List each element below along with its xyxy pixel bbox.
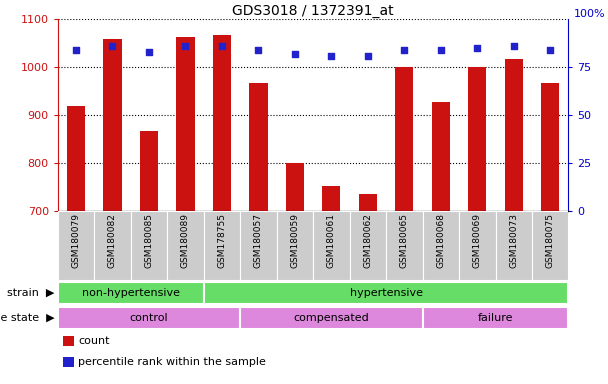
Bar	[386, 211, 423, 280]
Point	[217, 43, 227, 49]
Bar	[423, 306, 568, 329]
Bar	[67, 106, 85, 211]
Text: GSM180079: GSM180079	[72, 213, 80, 268]
Bar	[496, 211, 532, 280]
Bar	[131, 211, 167, 280]
Text: GSM180073: GSM180073	[510, 213, 518, 268]
Text: GSM180075: GSM180075	[546, 213, 554, 268]
Bar	[140, 131, 158, 211]
Point	[108, 43, 117, 49]
Text: 100%: 100%	[573, 9, 605, 19]
Text: GSM180059: GSM180059	[291, 213, 299, 268]
Bar	[58, 281, 204, 304]
Text: GSM180057: GSM180057	[254, 213, 263, 268]
Bar	[58, 306, 240, 329]
Point	[181, 43, 190, 49]
Bar	[63, 357, 74, 367]
Bar	[468, 67, 486, 211]
Bar	[432, 102, 450, 211]
Point	[363, 53, 373, 59]
Point	[436, 47, 446, 53]
Text: GSM178755: GSM178755	[218, 213, 226, 268]
Text: hypertensive: hypertensive	[350, 288, 423, 298]
Bar	[286, 163, 304, 211]
Point	[509, 43, 519, 49]
Bar	[176, 37, 195, 211]
Point	[290, 51, 300, 57]
Bar	[240, 211, 277, 280]
Text: count: count	[78, 336, 109, 346]
Bar	[459, 211, 496, 280]
Bar	[313, 211, 350, 280]
Bar	[359, 194, 377, 211]
Text: strain  ▶: strain ▶	[7, 288, 55, 298]
Bar	[94, 211, 131, 280]
Text: GSM180082: GSM180082	[108, 213, 117, 268]
Text: disease state  ▶: disease state ▶	[0, 313, 55, 323]
Bar	[423, 211, 459, 280]
Bar	[322, 186, 340, 211]
Title: GDS3018 / 1372391_at: GDS3018 / 1372391_at	[232, 4, 394, 18]
Bar	[204, 281, 568, 304]
Bar	[541, 83, 559, 211]
Bar	[532, 211, 568, 280]
Text: GSM180069: GSM180069	[473, 213, 482, 268]
Point	[545, 47, 555, 53]
Point	[326, 53, 336, 59]
Text: GSM180089: GSM180089	[181, 213, 190, 268]
Text: GSM180062: GSM180062	[364, 213, 372, 268]
Text: GSM180085: GSM180085	[145, 213, 153, 268]
Bar	[204, 211, 240, 280]
Bar	[167, 211, 204, 280]
Point	[472, 45, 482, 51]
Bar	[249, 83, 268, 211]
Text: GSM180068: GSM180068	[437, 213, 445, 268]
Bar	[213, 35, 231, 211]
Bar	[103, 40, 122, 211]
Text: control: control	[130, 313, 168, 323]
Text: percentile rank within the sample: percentile rank within the sample	[78, 357, 266, 367]
Bar	[505, 59, 523, 211]
Text: failure: failure	[478, 313, 513, 323]
Text: GSM180065: GSM180065	[400, 213, 409, 268]
Point	[71, 47, 81, 53]
Text: non-hypertensive: non-hypertensive	[81, 288, 180, 298]
Bar	[63, 336, 74, 346]
Point	[399, 47, 409, 53]
Text: compensated: compensated	[294, 313, 369, 323]
Bar	[395, 67, 413, 211]
Bar	[277, 211, 313, 280]
Bar	[350, 211, 386, 280]
Point	[144, 49, 154, 55]
Bar	[58, 211, 94, 280]
Point	[254, 47, 263, 53]
Bar	[240, 306, 423, 329]
Text: GSM180061: GSM180061	[327, 213, 336, 268]
